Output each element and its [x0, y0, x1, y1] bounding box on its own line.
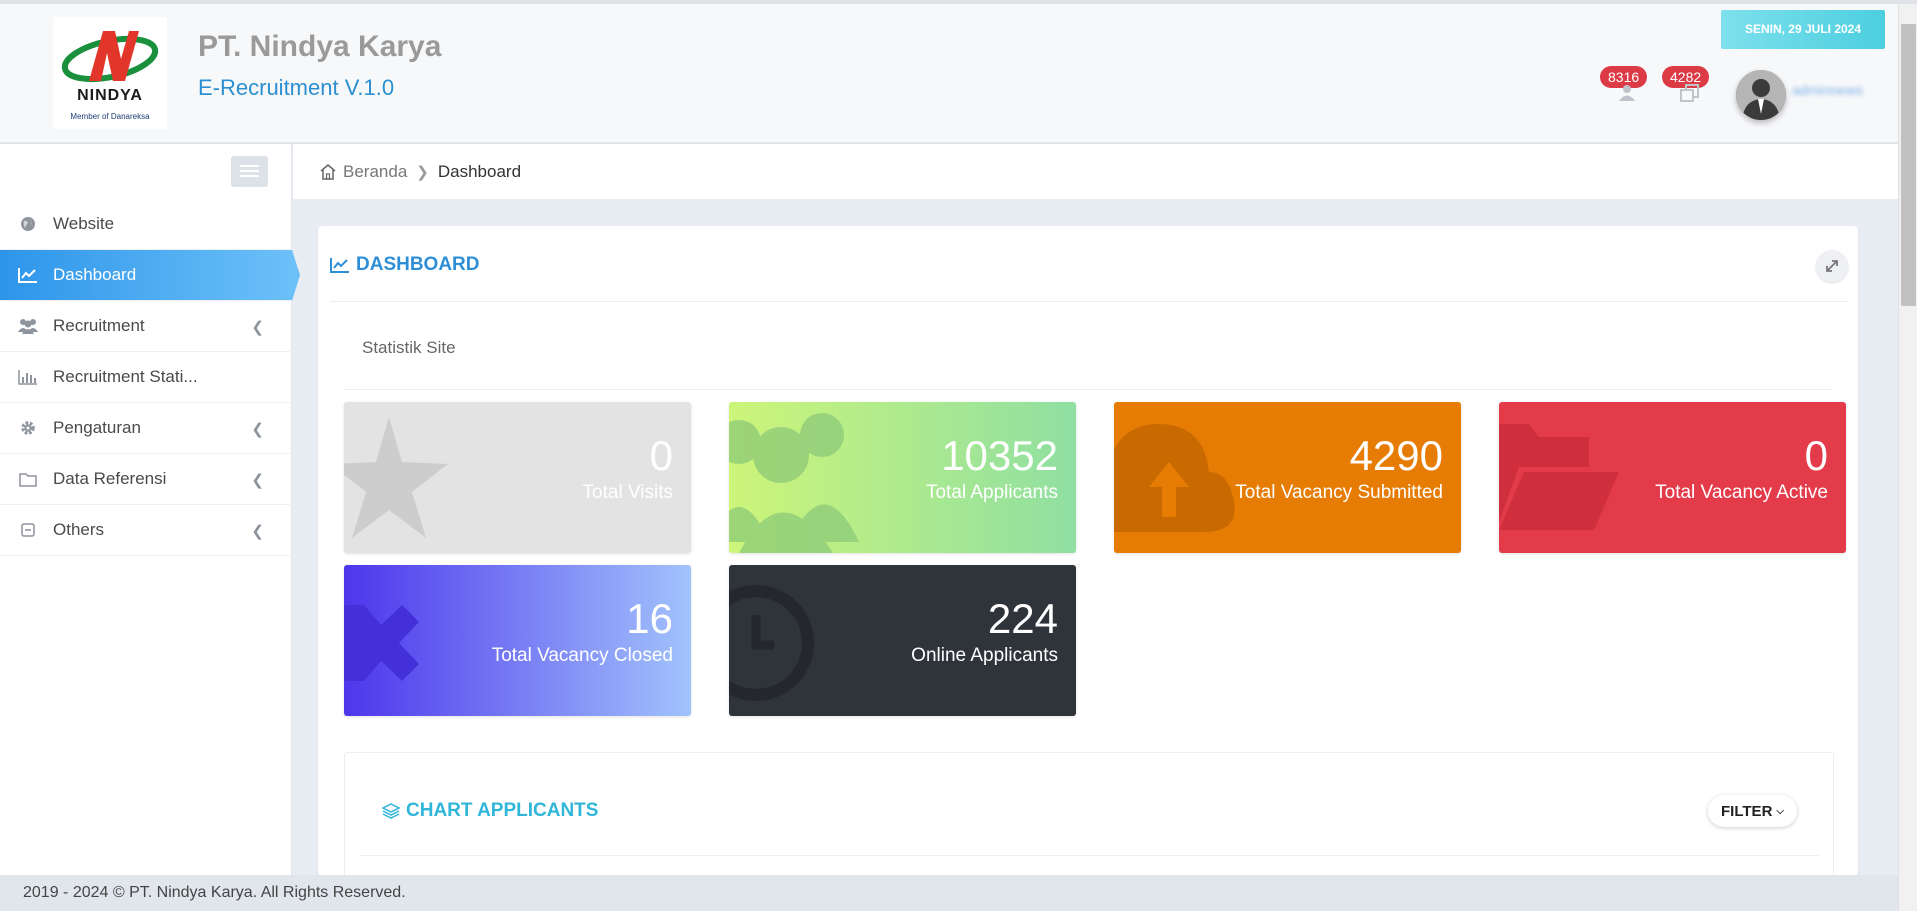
folder-open-icon [1499, 424, 1619, 530]
cloud-upload-icon [1114, 423, 1235, 532]
scrollbar-thumb[interactable] [1901, 24, 1916, 306]
page-scrollbar[interactable] [1898, 4, 1917, 911]
sidebar-item-others[interactable]: Others ❮ [0, 505, 292, 556]
sidebar-item-pengaturan[interactable]: Pengaturan ❮ [0, 403, 292, 454]
footer: 2019 - 2024 © PT. Nindya Karya. All Righ… [0, 875, 1898, 911]
tile-total-vacancy-closed[interactable]: 16 Total Vacancy Closed [344, 565, 691, 716]
tile-total-applicants[interactable]: 10352 Total Applicants [729, 402, 1076, 553]
tile-total-visits[interactable]: 0 Total Visits [344, 402, 691, 553]
username[interactable]: adminnews [1792, 82, 1863, 98]
tile-label: Total Vacancy Closed [491, 645, 673, 666]
tile-total-vacancy-active[interactable]: 0 Total Vacancy Active [1499, 402, 1846, 553]
tile-label: Total Applicants [925, 482, 1058, 503]
breadcrumb: Beranda ❯ Dashboard [293, 144, 1898, 199]
filter-button-label: FILTER [1721, 802, 1773, 820]
company-name: PT. Nindya Karya [198, 30, 442, 63]
sidebar-item-recruitment-statistics[interactable]: Recruitment Stati... [0, 352, 292, 403]
tile-label: Total Visits [582, 482, 673, 503]
stat-heading: Statistik Site [362, 338, 456, 357]
line-chart-icon [330, 258, 349, 273]
tile-label: Total Vacancy Submitted [1235, 482, 1443, 503]
tile-value: 4290 [1349, 432, 1443, 479]
tile-value: 10352 [941, 432, 1058, 479]
date-badge: SENIN, 29 JULI 2024 [1721, 10, 1885, 49]
divider [344, 389, 1832, 390]
document-notification-badge: 4282 [1662, 66, 1710, 88]
sidebar: Website Dashboard Recruitment ❮ Recruitm… [0, 144, 300, 875]
avatar[interactable] [1736, 70, 1786, 120]
sidebar-item-label: Dashboard [53, 265, 137, 284]
expand-button[interactable] [1816, 250, 1848, 282]
tile-value: 0 [649, 432, 673, 479]
clock-icon [729, 585, 814, 701]
sidebar-item-label: Recruitment [53, 316, 145, 335]
copy-icon [1680, 84, 1699, 102]
breadcrumb-home-link[interactable]: Beranda [343, 161, 408, 181]
folder-icon [17, 470, 39, 488]
chevron-down-icon: ⌵ [1776, 805, 1784, 817]
gear-icon [17, 419, 39, 437]
minus-square-icon [17, 521, 39, 539]
globe-icon [17, 215, 39, 233]
chevron-left-icon: ❮ [251, 472, 264, 489]
tile-value: 224 [987, 595, 1058, 642]
sidebar-item-data-referensi[interactable]: Data Referensi ❮ [0, 454, 292, 505]
user-notification-badge: 8316 [1600, 66, 1648, 88]
page-title-text: DASHBOARD [356, 254, 480, 275]
nindya-logo-icon [61, 31, 159, 83]
sidebar-item-label: Pengaturan [53, 418, 141, 437]
app-header: NINDYA Member of Danareksa PT. Nindya Ka… [0, 4, 1898, 143]
chevron-left-icon: ❮ [251, 319, 264, 336]
dashboard-card: DASHBOARD Statistik Site 0 Total Visits … [318, 226, 1858, 882]
sidebar-item-website[interactable]: Website [0, 199, 292, 250]
sidebar-menu: Website Dashboard Recruitment ❮ Recruitm… [0, 199, 300, 556]
tile-online-applicants[interactable]: 224 Online Applicants [729, 565, 1076, 716]
top-border [0, 0, 1917, 4]
app-name: E-Recruitment V.1.0 [198, 75, 395, 100]
users-icon [17, 317, 39, 335]
close-icon [344, 605, 419, 681]
card-header: DASHBOARD [330, 226, 1848, 302]
chart-title-text: CHART APPLICANTS [406, 800, 599, 821]
bar-chart-icon [17, 368, 39, 386]
tile-value: 0 [1804, 432, 1828, 479]
tile-total-vacancy-submitted[interactable]: 4290 Total Vacancy Submitted [1114, 402, 1461, 553]
chart-title: CHART APPLICANTS [382, 800, 598, 822]
document-notification[interactable]: 4282 [1662, 66, 1710, 106]
sidebar-item-label: Data Referensi [53, 469, 167, 488]
sidebar-toggle-button[interactable] [231, 156, 268, 187]
chart-applicants-panel: CHART APPLICANTS FILTER ⌵ [344, 752, 1834, 882]
user-notification[interactable]: 8316 [1600, 66, 1648, 106]
star-icon [344, 417, 448, 538]
sidebar-item-label: Others [53, 520, 105, 539]
sidebar-item-label: Website [53, 214, 115, 233]
company-logo[interactable]: NINDYA Member of Danareksa [53, 17, 167, 129]
page-title: DASHBOARD [330, 254, 480, 276]
filter-button[interactable]: FILTER ⌵ [1708, 795, 1797, 827]
sidebar-item-recruitment[interactable]: Recruitment ❮ [0, 301, 292, 352]
tile-label: Online Applicants [911, 645, 1058, 666]
chevron-left-icon: ❮ [251, 523, 264, 540]
sidebar-item-dashboard[interactable]: Dashboard [0, 250, 300, 301]
line-chart-icon [17, 266, 39, 284]
tile-label: Total Vacancy Active [1655, 482, 1828, 503]
user-icon [1619, 85, 1635, 101]
expand-icon [1826, 260, 1838, 272]
tile-value: 16 [626, 595, 673, 642]
breadcrumb-current: Dashboard [437, 161, 522, 181]
users-icon [729, 413, 859, 553]
divider [359, 855, 1819, 856]
logo-member-text: Member of Danareksa [70, 112, 150, 121]
chevron-left-icon: ❮ [251, 421, 264, 438]
sidebar-item-label: Recruitment Stati... [53, 367, 198, 386]
home-icon[interactable] [319, 163, 337, 180]
logo-text: NINDYA [77, 87, 143, 104]
layers-icon [382, 803, 400, 819]
avatar-person-icon [1736, 70, 1786, 120]
chevron-right-icon: ❯ [416, 163, 429, 181]
